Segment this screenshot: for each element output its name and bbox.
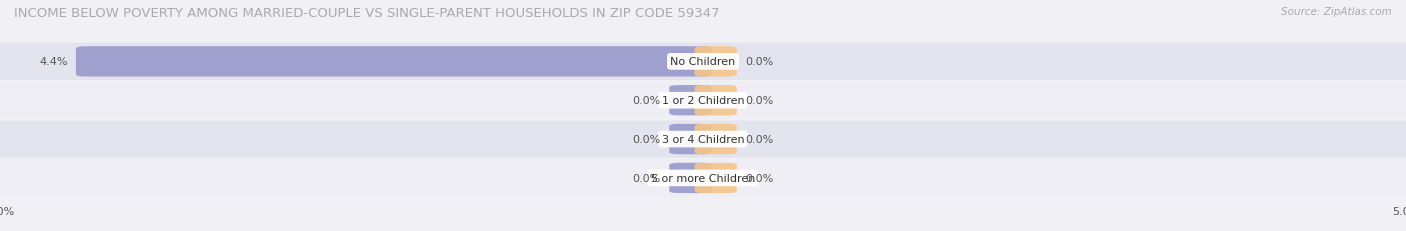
FancyBboxPatch shape	[0, 160, 1406, 197]
Text: 0.0%: 0.0%	[745, 57, 773, 67]
Text: 3 or 4 Children: 3 or 4 Children	[662, 134, 744, 144]
Text: 1 or 2 Children: 1 or 2 Children	[662, 96, 744, 106]
FancyBboxPatch shape	[669, 86, 711, 116]
FancyBboxPatch shape	[0, 121, 1406, 158]
Text: Source: ZipAtlas.com: Source: ZipAtlas.com	[1281, 7, 1392, 17]
FancyBboxPatch shape	[695, 86, 737, 116]
Text: 0.0%: 0.0%	[633, 173, 661, 183]
FancyBboxPatch shape	[669, 124, 711, 155]
Text: 0.0%: 0.0%	[745, 134, 773, 144]
Text: 0.0%: 0.0%	[633, 96, 661, 106]
FancyBboxPatch shape	[669, 163, 711, 193]
Text: 0.0%: 0.0%	[745, 96, 773, 106]
FancyBboxPatch shape	[0, 43, 1406, 81]
Text: 5 or more Children: 5 or more Children	[651, 173, 755, 183]
Text: 0.0%: 0.0%	[633, 134, 661, 144]
Text: 0.0%: 0.0%	[745, 173, 773, 183]
FancyBboxPatch shape	[695, 163, 737, 193]
Text: INCOME BELOW POVERTY AMONG MARRIED-COUPLE VS SINGLE-PARENT HOUSEHOLDS IN ZIP COD: INCOME BELOW POVERTY AMONG MARRIED-COUPL…	[14, 7, 720, 20]
FancyBboxPatch shape	[76, 47, 711, 77]
FancyBboxPatch shape	[695, 124, 737, 155]
Text: 4.4%: 4.4%	[39, 57, 67, 67]
FancyBboxPatch shape	[0, 82, 1406, 119]
Text: No Children: No Children	[671, 57, 735, 67]
FancyBboxPatch shape	[695, 47, 737, 77]
